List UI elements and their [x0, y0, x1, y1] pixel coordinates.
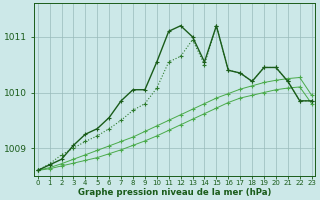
X-axis label: Graphe pression niveau de la mer (hPa): Graphe pression niveau de la mer (hPa) — [78, 188, 271, 197]
